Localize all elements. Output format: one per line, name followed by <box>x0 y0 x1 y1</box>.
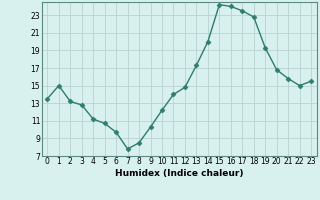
X-axis label: Humidex (Indice chaleur): Humidex (Indice chaleur) <box>115 169 244 178</box>
